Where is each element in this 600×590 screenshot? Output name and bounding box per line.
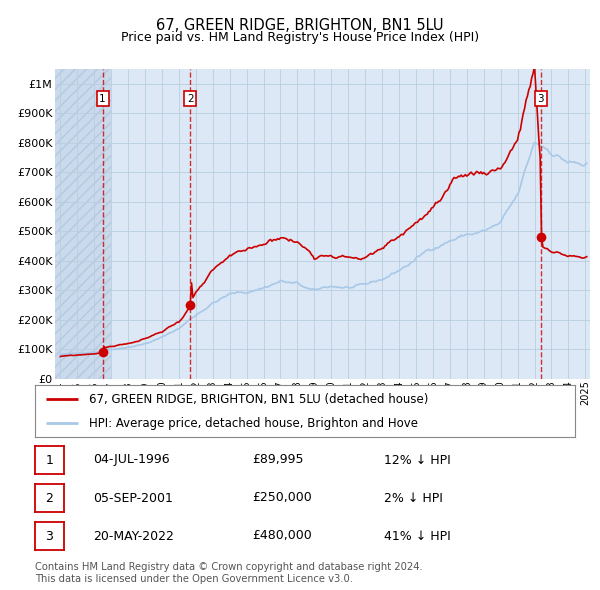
Text: 67, GREEN RIDGE, BRIGHTON, BN1 5LU (detached house): 67, GREEN RIDGE, BRIGHTON, BN1 5LU (deta… (89, 393, 428, 406)
Text: 2% ↓ HPI: 2% ↓ HPI (384, 491, 443, 504)
Text: 67, GREEN RIDGE, BRIGHTON, BN1 5LU: 67, GREEN RIDGE, BRIGHTON, BN1 5LU (156, 18, 444, 32)
Text: 3: 3 (45, 529, 53, 542)
Text: HPI: Average price, detached house, Brighton and Hove: HPI: Average price, detached house, Brig… (89, 417, 418, 430)
Text: 20-MAY-2022: 20-MAY-2022 (93, 529, 174, 542)
Text: 2: 2 (187, 94, 193, 103)
Text: Price paid vs. HM Land Registry's House Price Index (HPI): Price paid vs. HM Land Registry's House … (121, 31, 479, 44)
Text: 41% ↓ HPI: 41% ↓ HPI (384, 529, 451, 542)
Text: £89,995: £89,995 (252, 454, 304, 467)
Text: 12% ↓ HPI: 12% ↓ HPI (384, 454, 451, 467)
Text: £250,000: £250,000 (252, 491, 312, 504)
Text: £480,000: £480,000 (252, 529, 312, 542)
Text: 1: 1 (45, 454, 53, 467)
Text: 1: 1 (100, 94, 106, 103)
Text: 05-SEP-2001: 05-SEP-2001 (93, 491, 173, 504)
Text: 3: 3 (538, 94, 544, 103)
Text: Contains HM Land Registry data © Crown copyright and database right 2024.
This d: Contains HM Land Registry data © Crown c… (35, 562, 422, 584)
Text: 04-JUL-1996: 04-JUL-1996 (93, 454, 170, 467)
Text: 2: 2 (45, 491, 53, 504)
